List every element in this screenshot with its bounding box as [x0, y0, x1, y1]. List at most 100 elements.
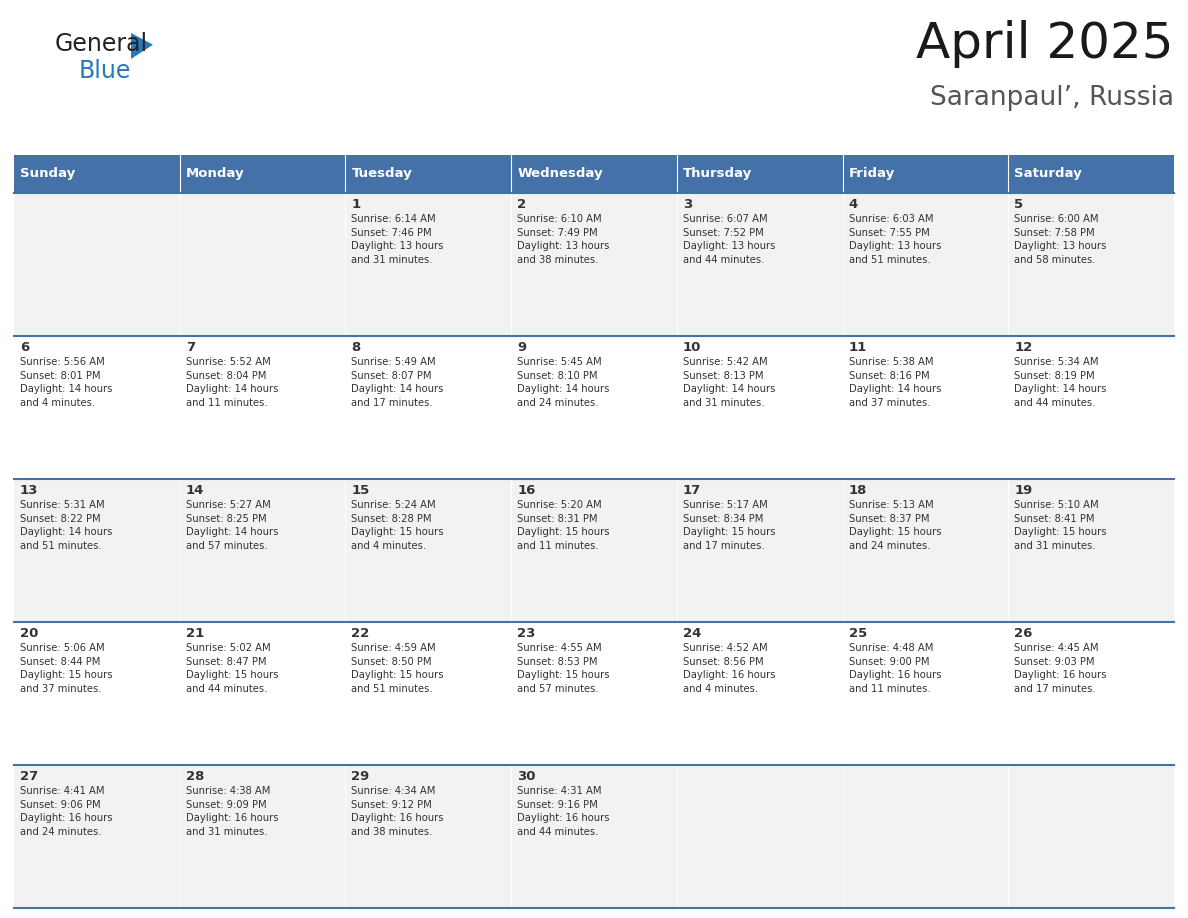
Text: 23: 23	[517, 627, 536, 640]
Text: Saranpaul’, Russia: Saranpaul’, Russia	[930, 85, 1174, 111]
Bar	[677, 155, 842, 193]
Text: 5: 5	[1015, 198, 1023, 211]
Text: Sunrise: 5:31 AM
Sunset: 8:22 PM
Daylight: 14 hours
and 51 minutes.: Sunrise: 5:31 AM Sunset: 8:22 PM Dayligh…	[20, 500, 113, 551]
Text: 30: 30	[517, 770, 536, 783]
Bar	[14, 622, 179, 765]
Text: Sunrise: 5:02 AM
Sunset: 8:47 PM
Daylight: 15 hours
and 44 minutes.: Sunrise: 5:02 AM Sunset: 8:47 PM Dayligh…	[185, 643, 278, 694]
Text: Blue: Blue	[78, 59, 132, 83]
Text: Sunrise: 6:00 AM
Sunset: 7:58 PM
Daylight: 13 hours
and 58 minutes.: Sunrise: 6:00 AM Sunset: 7:58 PM Dayligh…	[1015, 214, 1107, 264]
Text: 10: 10	[683, 341, 701, 354]
Text: Sunrise: 5:42 AM
Sunset: 8:13 PM
Daylight: 14 hours
and 31 minutes.: Sunrise: 5:42 AM Sunset: 8:13 PM Dayligh…	[683, 357, 776, 408]
Text: Sunrise: 5:20 AM
Sunset: 8:31 PM
Daylight: 15 hours
and 11 minutes.: Sunrise: 5:20 AM Sunset: 8:31 PM Dayligh…	[517, 500, 609, 551]
Text: Wednesday: Wednesday	[517, 167, 602, 181]
Bar	[842, 336, 1009, 479]
Text: 18: 18	[848, 484, 867, 497]
Text: April 2025: April 2025	[916, 20, 1174, 68]
Text: 22: 22	[352, 627, 369, 640]
Text: Sunrise: 5:45 AM
Sunset: 8:10 PM
Daylight: 14 hours
and 24 minutes.: Sunrise: 5:45 AM Sunset: 8:10 PM Dayligh…	[517, 357, 609, 408]
Text: Sunrise: 5:49 AM
Sunset: 8:07 PM
Daylight: 14 hours
and 17 minutes.: Sunrise: 5:49 AM Sunset: 8:07 PM Dayligh…	[352, 357, 444, 408]
Text: 7: 7	[185, 341, 195, 354]
Text: 13: 13	[20, 484, 38, 497]
Bar	[179, 336, 346, 479]
Text: 29: 29	[352, 770, 369, 783]
Text: 25: 25	[848, 627, 867, 640]
Text: Saturday: Saturday	[1015, 167, 1082, 181]
Text: Sunrise: 5:52 AM
Sunset: 8:04 PM
Daylight: 14 hours
and 11 minutes.: Sunrise: 5:52 AM Sunset: 8:04 PM Dayligh…	[185, 357, 278, 408]
Text: Sunrise: 4:34 AM
Sunset: 9:12 PM
Daylight: 16 hours
and 38 minutes.: Sunrise: 4:34 AM Sunset: 9:12 PM Dayligh…	[352, 786, 444, 837]
Text: 4: 4	[848, 198, 858, 211]
Bar	[346, 155, 511, 193]
Bar	[842, 622, 1009, 765]
Bar	[842, 155, 1009, 193]
Text: 15: 15	[352, 484, 369, 497]
Bar	[179, 622, 346, 765]
Text: 1: 1	[352, 198, 360, 211]
Polygon shape	[131, 33, 153, 59]
Text: 12: 12	[1015, 341, 1032, 354]
Text: Sunrise: 6:03 AM
Sunset: 7:55 PM
Daylight: 13 hours
and 51 minutes.: Sunrise: 6:03 AM Sunset: 7:55 PM Dayligh…	[848, 214, 941, 264]
Bar	[677, 193, 842, 336]
Bar	[14, 765, 179, 908]
Bar	[179, 479, 346, 622]
Text: Sunday: Sunday	[20, 167, 75, 181]
Bar	[346, 622, 511, 765]
Text: 2: 2	[517, 198, 526, 211]
Text: Sunrise: 4:41 AM
Sunset: 9:06 PM
Daylight: 16 hours
and 24 minutes.: Sunrise: 4:41 AM Sunset: 9:06 PM Dayligh…	[20, 786, 113, 837]
Text: 27: 27	[20, 770, 38, 783]
Text: Sunrise: 5:56 AM
Sunset: 8:01 PM
Daylight: 14 hours
and 4 minutes.: Sunrise: 5:56 AM Sunset: 8:01 PM Dayligh…	[20, 357, 113, 408]
Bar	[346, 479, 511, 622]
Text: Monday: Monday	[185, 167, 245, 181]
Text: 11: 11	[848, 341, 867, 354]
Bar	[1009, 336, 1174, 479]
Text: Sunrise: 6:14 AM
Sunset: 7:46 PM
Daylight: 13 hours
and 31 minutes.: Sunrise: 6:14 AM Sunset: 7:46 PM Dayligh…	[352, 214, 444, 264]
Text: Tuesday: Tuesday	[352, 167, 412, 181]
Text: Sunrise: 5:24 AM
Sunset: 8:28 PM
Daylight: 15 hours
and 4 minutes.: Sunrise: 5:24 AM Sunset: 8:28 PM Dayligh…	[352, 500, 444, 551]
Text: Sunrise: 4:48 AM
Sunset: 9:00 PM
Daylight: 16 hours
and 11 minutes.: Sunrise: 4:48 AM Sunset: 9:00 PM Dayligh…	[848, 643, 941, 694]
Text: Sunrise: 5:34 AM
Sunset: 8:19 PM
Daylight: 14 hours
and 44 minutes.: Sunrise: 5:34 AM Sunset: 8:19 PM Dayligh…	[1015, 357, 1107, 408]
Text: 28: 28	[185, 770, 204, 783]
Text: Sunrise: 4:55 AM
Sunset: 8:53 PM
Daylight: 15 hours
and 57 minutes.: Sunrise: 4:55 AM Sunset: 8:53 PM Dayligh…	[517, 643, 609, 694]
Text: 19: 19	[1015, 484, 1032, 497]
Bar	[677, 765, 842, 908]
Bar	[14, 336, 179, 479]
Text: 26: 26	[1015, 627, 1032, 640]
Bar	[179, 765, 346, 908]
Text: Sunrise: 4:45 AM
Sunset: 9:03 PM
Daylight: 16 hours
and 17 minutes.: Sunrise: 4:45 AM Sunset: 9:03 PM Dayligh…	[1015, 643, 1107, 694]
Bar	[346, 336, 511, 479]
Text: 9: 9	[517, 341, 526, 354]
Bar	[179, 193, 346, 336]
Bar	[1009, 193, 1174, 336]
Bar	[1009, 479, 1174, 622]
Text: General: General	[55, 32, 148, 56]
Bar	[14, 193, 179, 336]
Bar	[14, 155, 179, 193]
Bar	[511, 765, 677, 908]
Bar	[179, 155, 346, 193]
Text: 20: 20	[20, 627, 38, 640]
Text: 17: 17	[683, 484, 701, 497]
Bar	[677, 622, 842, 765]
Bar	[14, 479, 179, 622]
Bar	[511, 193, 677, 336]
Bar	[677, 479, 842, 622]
Text: Sunrise: 5:06 AM
Sunset: 8:44 PM
Daylight: 15 hours
and 37 minutes.: Sunrise: 5:06 AM Sunset: 8:44 PM Dayligh…	[20, 643, 113, 694]
Bar	[842, 765, 1009, 908]
Text: Friday: Friday	[848, 167, 895, 181]
Bar	[842, 479, 1009, 622]
Bar	[511, 336, 677, 479]
Text: 3: 3	[683, 198, 693, 211]
Text: 24: 24	[683, 627, 701, 640]
Bar	[511, 479, 677, 622]
Text: Sunrise: 4:52 AM
Sunset: 8:56 PM
Daylight: 16 hours
and 4 minutes.: Sunrise: 4:52 AM Sunset: 8:56 PM Dayligh…	[683, 643, 776, 694]
Text: 16: 16	[517, 484, 536, 497]
Bar	[842, 193, 1009, 336]
Bar	[346, 193, 511, 336]
Text: Sunrise: 5:17 AM
Sunset: 8:34 PM
Daylight: 15 hours
and 17 minutes.: Sunrise: 5:17 AM Sunset: 8:34 PM Dayligh…	[683, 500, 776, 551]
Text: 6: 6	[20, 341, 30, 354]
Text: Sunrise: 4:59 AM
Sunset: 8:50 PM
Daylight: 15 hours
and 51 minutes.: Sunrise: 4:59 AM Sunset: 8:50 PM Dayligh…	[352, 643, 444, 694]
Text: Thursday: Thursday	[683, 167, 752, 181]
Bar	[1009, 765, 1174, 908]
Text: Sunrise: 4:38 AM
Sunset: 9:09 PM
Daylight: 16 hours
and 31 minutes.: Sunrise: 4:38 AM Sunset: 9:09 PM Dayligh…	[185, 786, 278, 837]
Bar	[1009, 622, 1174, 765]
Bar	[346, 765, 511, 908]
